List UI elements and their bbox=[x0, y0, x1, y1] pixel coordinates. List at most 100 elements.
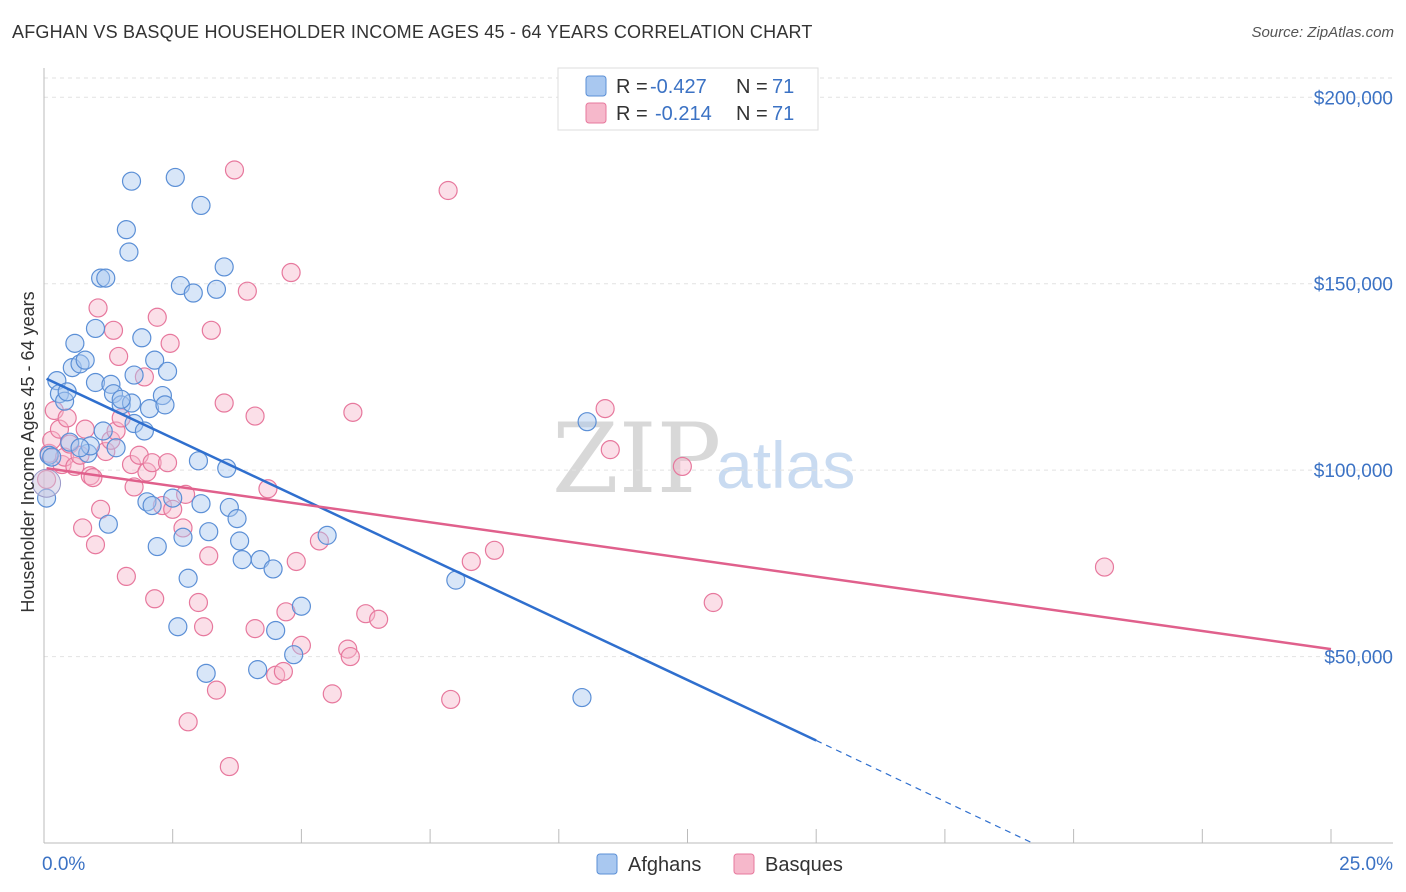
afghans-point bbox=[227, 509, 247, 529]
afghans-point bbox=[157, 361, 178, 381]
afghans-point bbox=[284, 645, 304, 665]
afghans-point bbox=[75, 350, 95, 370]
afghans-point bbox=[132, 328, 152, 348]
y-tick-label: $100,000 bbox=[1314, 461, 1393, 482]
basques-point bbox=[595, 399, 615, 419]
legend-afghans-r-label: R = bbox=[616, 76, 648, 98]
x-tick-label-min: 0.0% bbox=[42, 854, 85, 875]
basques-point bbox=[73, 518, 93, 538]
basques-point bbox=[245, 619, 265, 639]
afghans-point bbox=[70, 354, 90, 374]
afghans-point bbox=[111, 389, 131, 409]
afghans-point bbox=[163, 488, 183, 508]
legend-basques-n-value: 71 bbox=[772, 103, 794, 125]
afghans-point bbox=[106, 438, 126, 458]
basques-point bbox=[369, 609, 389, 629]
basques-point bbox=[600, 440, 620, 460]
basques-point bbox=[152, 495, 173, 516]
basques-point bbox=[273, 661, 293, 682]
afghans-point bbox=[206, 279, 227, 299]
afghans-point bbox=[199, 522, 219, 542]
legend-basques-r-label: R = bbox=[616, 103, 648, 125]
afghans-point bbox=[178, 568, 198, 588]
basques-point bbox=[340, 646, 360, 667]
afghans-point bbox=[168, 617, 188, 637]
basques-point bbox=[109, 346, 129, 367]
basques-point bbox=[441, 689, 461, 710]
basques-point bbox=[322, 684, 342, 704]
trendlines bbox=[46, 377, 1332, 844]
basques-point bbox=[83, 468, 103, 488]
basques-point bbox=[142, 453, 162, 473]
legend-basques-swatch bbox=[585, 102, 607, 124]
basques-point bbox=[75, 419, 95, 439]
legend-afghans-n-label: N = bbox=[736, 76, 768, 98]
y-tick-label: $50,000 bbox=[1324, 648, 1393, 669]
afghans-point bbox=[60, 432, 80, 452]
basques-point bbox=[461, 551, 481, 572]
basques-point bbox=[163, 499, 183, 519]
afghans-point bbox=[124, 365, 144, 385]
gridlines: $50,000 $100,000 $150,000 $200,000 bbox=[44, 77, 1393, 669]
basques-trendline bbox=[46, 467, 1332, 651]
legend-basques-r-value: -0.214 bbox=[655, 103, 712, 125]
basques-point bbox=[224, 160, 245, 180]
basques-point bbox=[49, 419, 70, 439]
basques-point bbox=[88, 298, 108, 318]
afghans-point bbox=[70, 438, 90, 458]
afghans-point bbox=[147, 536, 167, 557]
afghans-point bbox=[137, 492, 157, 512]
basques-point bbox=[484, 540, 505, 560]
afghans-point bbox=[230, 531, 250, 551]
basques-point bbox=[137, 462, 157, 482]
legend-basques-n-label: N = bbox=[736, 103, 768, 125]
afghans-point bbox=[266, 620, 286, 641]
basques-point bbox=[703, 592, 723, 613]
basques-point bbox=[57, 408, 77, 428]
afghans-point bbox=[119, 242, 139, 262]
basques-point bbox=[206, 680, 227, 700]
chart-title: AFGHAN VS BASQUE HOUSEHOLDER INCOME AGES… bbox=[12, 22, 813, 42]
basques-point bbox=[145, 589, 165, 609]
y-tick-label: $150,000 bbox=[1314, 275, 1393, 296]
afghans-trendline-extension bbox=[815, 739, 1033, 844]
afghans-point bbox=[85, 318, 106, 339]
watermark-zip: ZIP bbox=[552, 403, 721, 515]
bottom-legend-afghans-label: Afghans bbox=[628, 854, 701, 876]
basques-point bbox=[157, 453, 178, 473]
bottom-legend-afghans-swatch bbox=[596, 853, 618, 875]
basques-point bbox=[672, 456, 692, 477]
afghans-point bbox=[572, 687, 592, 708]
bottom-legend-basques-swatch bbox=[733, 853, 755, 875]
basques-point bbox=[91, 499, 111, 519]
afghans-point bbox=[196, 663, 216, 683]
bottom-legend: Afghans Basques bbox=[596, 853, 843, 876]
afghans-point bbox=[217, 458, 237, 478]
afghans-point bbox=[85, 372, 106, 393]
afghans-point bbox=[188, 451, 209, 471]
x-tick-label-max: 25.0% bbox=[1339, 854, 1393, 875]
watermark-atlas: atlas bbox=[716, 428, 855, 502]
basques-point bbox=[193, 617, 214, 637]
basques-point bbox=[201, 320, 221, 340]
afghans-point bbox=[42, 447, 62, 467]
basques-point bbox=[214, 393, 234, 413]
afghans-point bbox=[183, 283, 203, 303]
afghans-point bbox=[219, 497, 239, 518]
afghans-points bbox=[32, 167, 597, 708]
afghans-point bbox=[250, 550, 270, 570]
afghans-point bbox=[145, 350, 165, 370]
basques-point bbox=[178, 712, 198, 732]
legend: R = -0.427 N = 71 R = -0.214 N = 71 bbox=[557, 67, 819, 131]
afghans-point bbox=[139, 399, 160, 419]
afghans-point bbox=[93, 421, 113, 441]
basques-point bbox=[199, 546, 219, 566]
afghans-trendline bbox=[46, 377, 817, 742]
bottom-legend-basques-label: Basques bbox=[765, 854, 843, 876]
afghans-point bbox=[577, 412, 597, 432]
source-credit: Source: ZipAtlas.com bbox=[1251, 24, 1394, 41]
afghans-point bbox=[165, 167, 185, 188]
afghans-point bbox=[191, 494, 211, 514]
afghans-point bbox=[65, 333, 85, 353]
